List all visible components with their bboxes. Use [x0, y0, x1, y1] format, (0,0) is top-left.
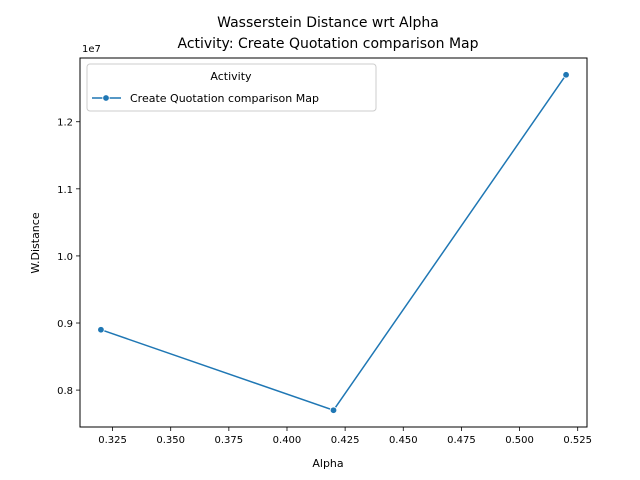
x-tick-label: 0.475: [447, 435, 476, 446]
legend-entry-label: Create Quotation comparison Map: [130, 92, 319, 105]
chart-subtitle: Activity: Create Quotation comparison Ma…: [177, 36, 478, 52]
legend-marker-swatch: [102, 94, 110, 102]
y-tick-label: 1.0: [57, 252, 73, 263]
x-tick-label: 0.525: [563, 435, 592, 446]
x-tick-label: 0.400: [273, 435, 302, 446]
data-point: [97, 326, 105, 334]
x-axis-label: Alpha: [312, 457, 343, 470]
legend-box: [86, 63, 377, 112]
x-tick-label: 0.450: [389, 435, 418, 446]
y-tick-label: 0.8: [57, 386, 73, 397]
x-tick-label: 0.325: [98, 435, 127, 446]
data-point: [562, 71, 570, 79]
y-tick-label: 0.9: [57, 319, 73, 330]
x-tick-label: 0.425: [331, 435, 360, 446]
legend: Activity Create Quotation comparison Map: [86, 63, 377, 112]
plot-area: 0.325 0.350 0.375 0.400 0.425 0.450 0.475 0.500…: [57, 57, 592, 446]
x-tick-label: 0.375: [215, 435, 244, 446]
legend-title: Activity: [210, 70, 252, 83]
y-axis-label: W.Distance: [29, 212, 42, 273]
data-point: [329, 406, 338, 414]
x-tick-label: 0.500: [505, 435, 534, 446]
y-tick-label: 1.2: [57, 118, 73, 129]
axes-frame: [79, 57, 588, 428]
y-tick-label: 1.1: [57, 185, 73, 196]
y-axis-multiplier: 1e7: [82, 44, 101, 55]
chart-title: Wasserstein Distance wrt Alpha: [217, 15, 439, 31]
x-tick-label: 0.350: [156, 435, 185, 446]
